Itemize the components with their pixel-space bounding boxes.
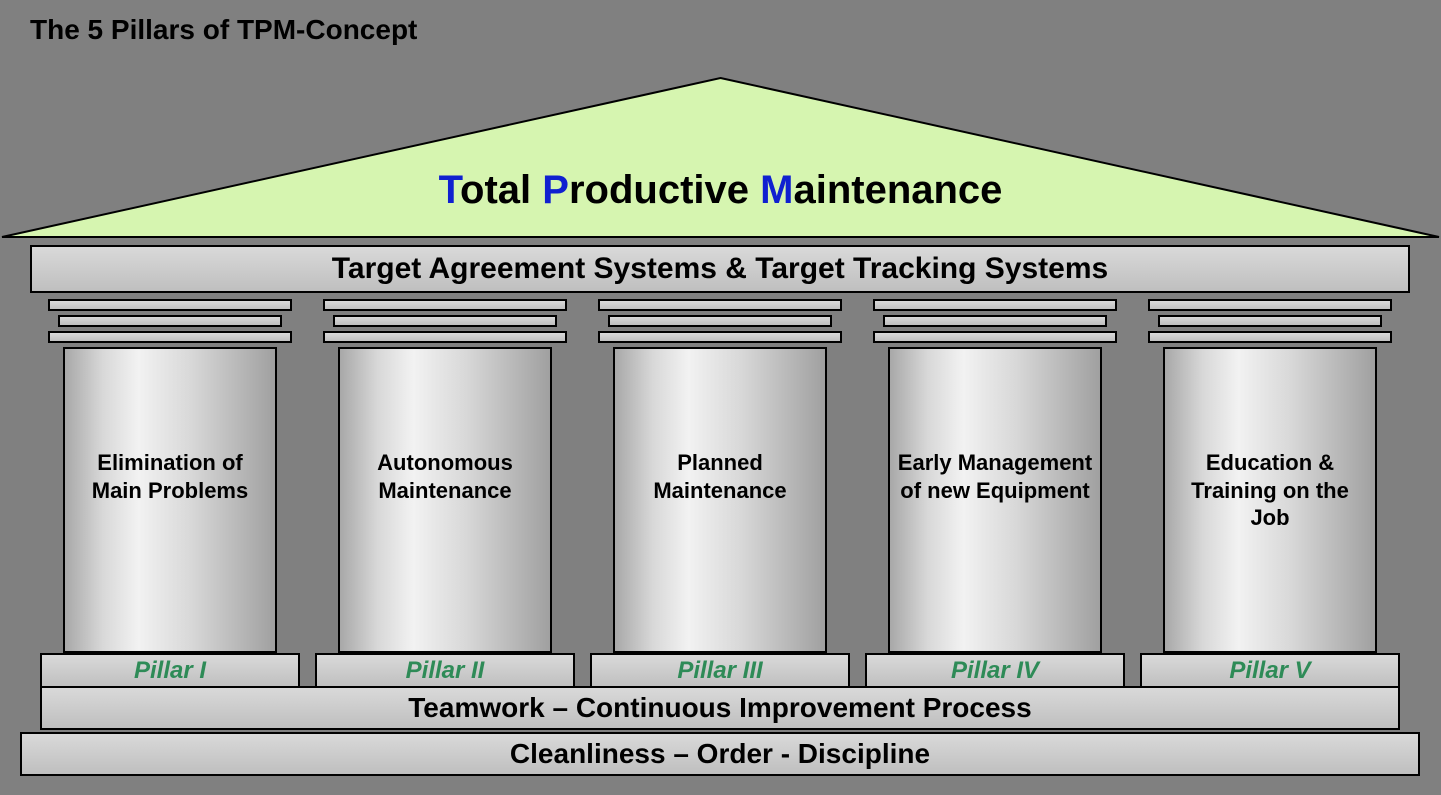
pillar-cap [48,299,292,311]
pillar-5: Education & Training on the Job Pillar V [1140,295,1400,689]
pillar-cap [1148,299,1392,311]
roof-title-m-initial: M [760,168,793,212]
pillar-base-label: Pillar I [40,653,300,689]
pillar-cap [48,331,292,343]
pillar-base-label: Pillar III [590,653,850,689]
pillar-cap [58,315,282,327]
pillars-row: Elimination of Main Problems Pillar I Au… [40,295,1400,689]
pillar-base-label: Pillar V [1140,653,1400,689]
roof-title-p-rest: roductive [569,168,760,212]
pillar-shaft: Early Management of new Equipment [888,347,1102,653]
pillar-text: Early Management of new Equipment [895,449,1095,504]
pillar-base-label: Pillar IV [865,653,1125,689]
pillar-2: Autonomous Maintenance Pillar II [315,295,575,689]
foundation-line-1: Teamwork – Continuous Improvement Proces… [40,686,1400,730]
target-bar: Target Agreement Systems & Target Tracki… [30,245,1410,293]
pillar-text: Planned Maintenance [620,449,820,504]
roof-title: Total Productive Maintenance [0,168,1441,213]
foundation-line-2: Cleanliness – Order - Discipline [20,732,1420,776]
roof-title-t-rest: otal [460,168,542,212]
pillar-shaft: Elimination of Main Problems [63,347,277,653]
pillar-cap [1158,315,1382,327]
pillar-text: Education & Training on the Job [1170,449,1370,532]
pillar-cap [883,315,1107,327]
pillar-1: Elimination of Main Problems Pillar I [40,295,300,689]
roof-title-p-initial: P [542,168,569,212]
pillar-text: Elimination of Main Problems [70,449,270,504]
pillar-cap [1148,331,1392,343]
pillar-cap [598,299,842,311]
page-title: The 5 Pillars of TPM-Concept [30,14,417,46]
pillar-cap [598,331,842,343]
pillar-cap [333,315,557,327]
pillar-cap [608,315,832,327]
pillar-shaft: Education & Training on the Job [1163,347,1377,653]
pillar-cap [873,299,1117,311]
roof [0,76,1441,239]
pillar-text: Autonomous Maintenance [345,449,545,504]
pillar-shaft: Planned Maintenance [613,347,827,653]
pillar-3: Planned Maintenance Pillar III [590,295,850,689]
pillar-cap [873,331,1117,343]
roof-title-m-rest: aintenance [793,168,1002,212]
roof-triangle-icon [0,76,1441,239]
pillar-shaft: Autonomous Maintenance [338,347,552,653]
pillar-cap [323,331,567,343]
roof-title-t-initial: T [439,168,460,212]
pillar-4: Early Management of new Equipment Pillar… [865,295,1125,689]
pillar-cap [323,299,567,311]
pillar-base-label: Pillar II [315,653,575,689]
